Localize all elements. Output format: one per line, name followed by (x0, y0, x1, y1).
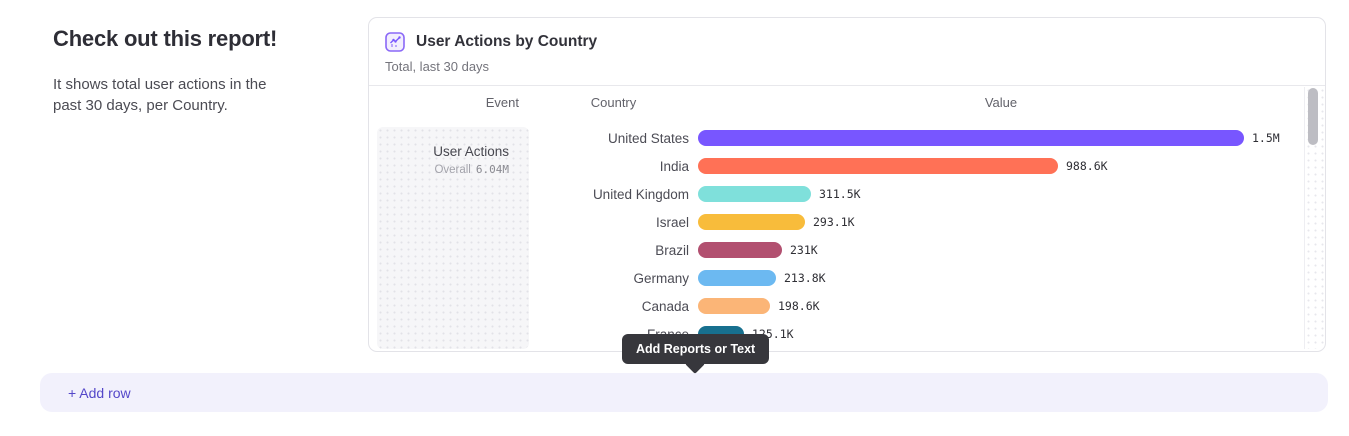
line-chart-icon (385, 32, 405, 52)
event-cell[interactable]: User Actions Overall 6.04M (377, 127, 529, 349)
value-label: 231K (790, 243, 818, 257)
country-label: Canada (641, 298, 689, 314)
country-label: Germany (633, 270, 689, 286)
intro-description: It shows total user actions in the past … (53, 76, 267, 115)
table-row: United States 1.5M (529, 124, 1280, 152)
column-header-country: Country (590, 95, 637, 110)
report-title[interactable]: User Actions by Country (416, 33, 598, 50)
table-row: Israel 293.1K (529, 208, 1280, 236)
report-card-header: User Actions by Country Total, last 30 d… (369, 18, 1325, 85)
value-label: 988.6K (1066, 159, 1108, 173)
value-label: 1.5M (1252, 131, 1280, 145)
event-name: User Actions (433, 144, 509, 159)
country-label: Israel (655, 214, 689, 230)
bar-rows: United States 1.5M India 988.6K United Kingd… (529, 124, 1280, 348)
table-row: Brazil 231K (529, 236, 1280, 264)
table-row: Canada 198.6K (529, 292, 1280, 320)
report-subtitle: Total, last 30 days (385, 59, 490, 74)
country-label: Brazil (655, 242, 689, 258)
value-bar[interactable] (698, 158, 1058, 174)
table-column-headers: Event Country Value (369, 86, 1304, 119)
report-card[interactable]: User Actions by Country Total, last 30 d… (368, 17, 1326, 352)
value-label: 293.1K (813, 215, 855, 229)
country-label: India (659, 158, 689, 174)
event-overall: Overall 6.04M (377, 163, 509, 176)
value-bar[interactable] (698, 242, 782, 258)
overall-label: Overall (434, 164, 471, 176)
overall-value: 6.04M (475, 163, 509, 176)
value-bar[interactable] (698, 270, 776, 286)
add-row-button[interactable]: + Add row (40, 373, 1328, 412)
country-label: United Kingdom (592, 186, 689, 202)
value-label: 198.6K (778, 299, 820, 313)
value-bar[interactable] (698, 130, 1244, 146)
add-reports-tooltip: Add Reports or Text (622, 334, 770, 364)
table-row: India 988.6K (529, 152, 1280, 180)
value-bar[interactable] (698, 214, 805, 230)
value-bar[interactable] (698, 298, 770, 314)
bar-chart: Event Country Value User Actions Overall… (369, 85, 1325, 351)
value-label: 311.5K (819, 187, 861, 201)
vertical-scrollbar[interactable] (1308, 88, 1318, 145)
tooltip-label: Add Reports or Text (636, 342, 756, 356)
value-bar[interactable] (698, 186, 811, 202)
report-title-row: User Actions by Country (385, 32, 1309, 52)
table-row: United Kingdom 311.5K (529, 180, 1280, 208)
scroll-strip (1304, 87, 1324, 349)
intro-heading: Check out this report! (53, 26, 278, 51)
column-header-event: Event (485, 95, 519, 110)
intro-text-block: Check out this report! It shows total us… (53, 26, 313, 117)
table-row: Germany 213.8K (529, 264, 1280, 292)
country-label: United States (607, 130, 689, 146)
add-row-label: + Add row (68, 384, 131, 401)
column-header-value: Value (984, 95, 1018, 110)
value-label: 213.8K (784, 271, 826, 285)
